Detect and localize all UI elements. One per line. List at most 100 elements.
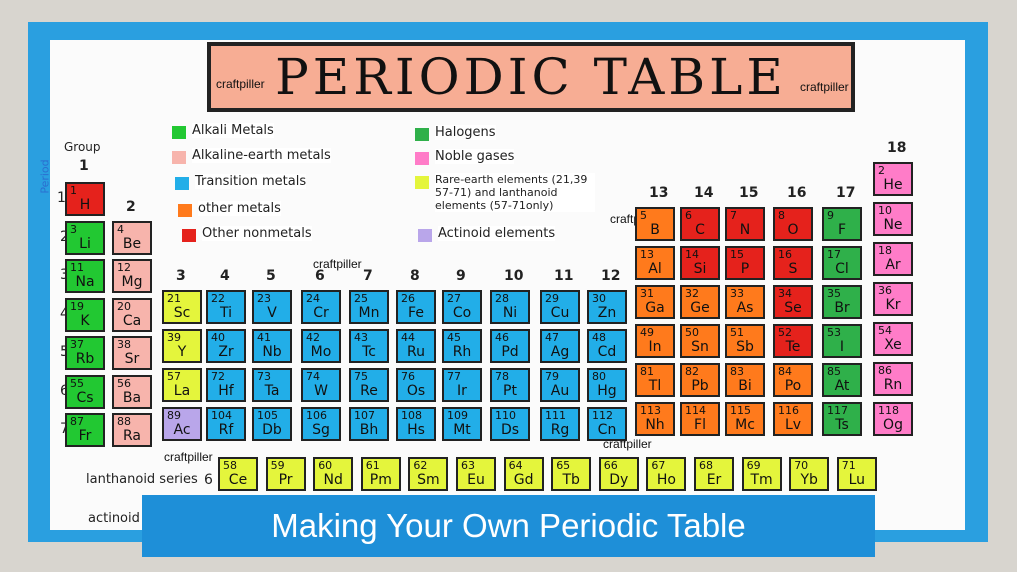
element-number: 72 [211,370,225,383]
element-number: 17 [827,248,841,261]
element-symbol: Ga [645,300,665,316]
element-cell: 59 Pr [265,457,306,491]
legend-swatch [172,126,186,139]
element-cell: 30 Zn [587,290,627,324]
element-number: 87 [70,415,84,428]
element-symbol: Tm [750,472,773,488]
element-symbol: Pd [501,344,519,360]
element-number: 31 [640,287,654,300]
element-number: 107 [354,409,375,422]
element-symbol: W [314,383,328,399]
element-symbol: Rh [452,344,472,360]
caption: Making Your Own Periodic Table [271,507,746,544]
element-symbol: Gd [513,472,534,488]
element-symbol: Y [177,344,187,360]
element-symbol: Nd [323,472,343,488]
element-cell: 109 Mt [442,407,482,441]
element-cell: 46 Pd [490,329,530,363]
element-cell: 3 Li [65,220,105,255]
element-symbol: Cd [597,344,617,360]
element-number: 70 [794,459,809,472]
element-cell: 31 Ga [635,285,675,319]
group-number: 15 [739,185,759,201]
element-symbol: Pm [369,472,392,488]
group-number: 5 [266,268,276,284]
element-cell: 61 Pm [360,457,401,491]
element-number: 45 [447,331,461,344]
group-number: 11 [554,268,574,284]
watermark: craftpiller [313,257,362,271]
element-cell: 84 Po [773,363,813,397]
element-number: 116 [778,404,799,417]
element-number: 8 [778,209,785,222]
element-number: 105 [257,409,278,422]
element-cell: 117 Ts [822,402,862,436]
element-cell: 32 Ge [680,285,720,319]
group-number: 7 [363,268,373,284]
element-symbol: Db [262,422,282,438]
element-symbol: V [267,305,277,321]
element-number: 73 [257,370,271,383]
element-symbol: Au [550,383,570,399]
element-symbol: Sg [312,422,330,438]
group-number: 12 [601,268,621,284]
element-number: 83 [730,365,744,378]
element-number: 77 [447,370,461,383]
element-number: 44 [401,331,415,344]
element-symbol: Fl [694,417,706,433]
group-number: 10 [504,268,524,284]
watermark: craftpiller [800,80,849,94]
element-cell: 34 Se [773,285,813,319]
element-symbol: At [834,378,850,394]
element-symbol: Na [75,274,95,290]
element-number: 41 [257,331,271,344]
element-cell: 88 Ra [112,413,152,447]
watermark: craftpiller [216,77,265,91]
element-number: 104 [211,409,232,422]
period-number: 7 [60,421,69,437]
element-number: 59 [270,459,285,472]
element-number: 7 [730,209,737,222]
element-cell: 47 Ag [540,329,580,363]
element-symbol: Lu [848,472,866,488]
element-cell: 27 Co [442,290,482,324]
legend-swatch [175,177,189,190]
element-symbol: Tc [362,344,376,360]
legend-swatch [182,229,196,242]
element-number: 76 [401,370,415,383]
element-number: 46 [495,331,509,344]
element-cell: 81 Tl [635,363,675,397]
element-number: 42 [306,331,320,344]
element-symbol: Mo [310,344,332,360]
element-number: 32 [685,287,699,300]
element-number: 80 [592,370,606,383]
legend-label: Noble gases [435,149,515,164]
element-cell: 85 At [822,363,862,397]
element-cell: 107 Bh [349,407,389,441]
group-number: 9 [456,268,466,284]
element-symbol: Sn [691,339,709,355]
element-symbol: Hs [407,422,425,438]
element-cell: 77 Ir [442,368,482,402]
element-symbol: Ni [502,305,518,321]
element-number: 48 [592,331,606,344]
period-number: 2 [60,229,69,245]
element-cell: 64 Gd [503,457,544,491]
element-number: 6 [685,209,692,222]
element-symbol: Kr [885,297,901,313]
element-symbol: Se [784,300,802,316]
element-number: 25 [354,292,368,305]
element-number: 30 [592,292,606,305]
element-cell: 56 Ba [112,374,152,409]
element-cell: 40 Zr [206,329,246,363]
element-cell: 44 Ru [396,329,436,363]
element-cell: 70 Yb [789,457,830,491]
element-cell: 38 Sr [112,336,152,370]
element-number: 51 [730,326,744,339]
element-number: 49 [640,326,654,339]
element-cell: 68 Er [694,457,734,491]
group-number: 18 [887,140,907,156]
element-number: 58 [223,459,237,472]
element-number: 63 [461,459,475,472]
